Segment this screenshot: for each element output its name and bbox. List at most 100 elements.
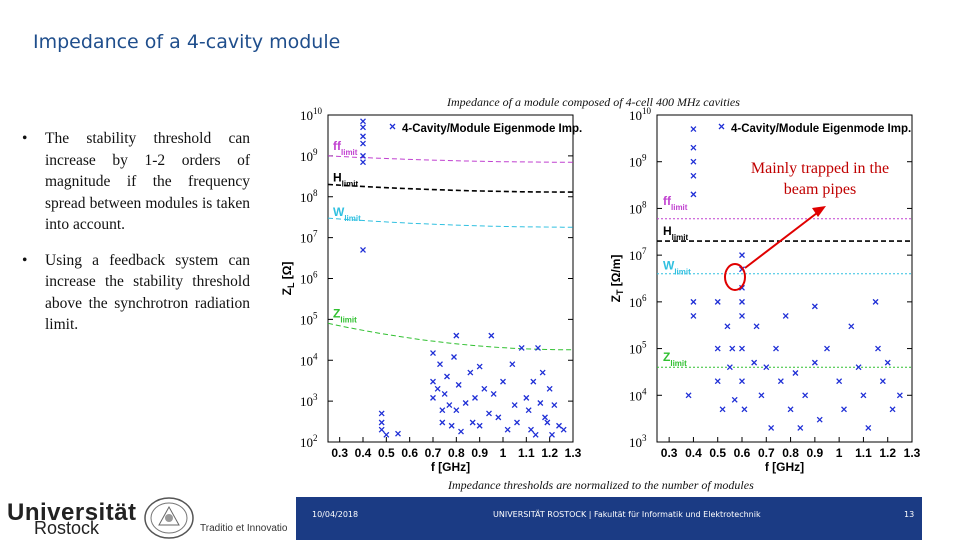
data-point bbox=[544, 419, 551, 426]
bullet-list: • The stability threshold can increase b… bbox=[22, 128, 250, 350]
data-point bbox=[437, 361, 443, 368]
data-point bbox=[884, 359, 891, 366]
data-point bbox=[458, 428, 464, 435]
data-point bbox=[525, 407, 532, 414]
data-point bbox=[439, 407, 446, 414]
data-point bbox=[532, 431, 539, 438]
data-point bbox=[739, 312, 745, 319]
data-point bbox=[714, 345, 721, 352]
data-point bbox=[739, 345, 745, 352]
data-point bbox=[360, 152, 366, 159]
y-tick-label: 108 bbox=[629, 199, 647, 216]
data-point bbox=[773, 345, 779, 352]
data-point bbox=[763, 364, 770, 371]
y-tick-label: 1010 bbox=[300, 106, 323, 123]
data-point bbox=[535, 344, 541, 351]
x-tick-label: 0.7 bbox=[425, 446, 442, 460]
data-point bbox=[782, 312, 789, 319]
x-tick-label: 1.2 bbox=[879, 446, 896, 460]
data-point bbox=[490, 390, 497, 397]
y-tick-label: 105 bbox=[300, 310, 318, 327]
data-point bbox=[383, 431, 390, 438]
data-point bbox=[855, 364, 862, 371]
legend-marker bbox=[718, 123, 725, 130]
data-point bbox=[836, 378, 843, 385]
data-point bbox=[811, 359, 818, 366]
bullet-item: • The stability threshold can increase b… bbox=[22, 128, 250, 236]
data-point bbox=[537, 400, 544, 406]
y-tick-label: 107 bbox=[300, 229, 318, 246]
y-tick-label: 1010 bbox=[629, 106, 652, 123]
threshold-label-ff: fflimit bbox=[333, 139, 358, 157]
footer-date: 10/04/2018 bbox=[312, 510, 359, 519]
data-point bbox=[360, 246, 366, 253]
data-point bbox=[792, 370, 799, 376]
data-point bbox=[690, 191, 697, 198]
data-point bbox=[430, 394, 436, 401]
data-point bbox=[860, 392, 867, 399]
y-tick-label: 106 bbox=[300, 270, 318, 287]
data-point bbox=[453, 407, 460, 414]
data-point bbox=[514, 419, 520, 426]
bullet-text: The stability threshold can increase by … bbox=[45, 130, 250, 233]
x-tick-label: 0.9 bbox=[807, 446, 824, 460]
data-point bbox=[495, 414, 502, 421]
data-point bbox=[539, 369, 546, 376]
page-title: Impedance of a 4-cavity module bbox=[33, 31, 341, 53]
data-point bbox=[872, 298, 879, 305]
x-tick-label: 1.3 bbox=[565, 446, 582, 460]
data-point bbox=[824, 345, 830, 352]
data-point bbox=[378, 426, 385, 433]
data-point bbox=[378, 410, 385, 417]
x-tick-label: 0.8 bbox=[782, 446, 799, 460]
data-point bbox=[462, 400, 469, 406]
data-point bbox=[560, 426, 567, 433]
x-tick-label: 0.5 bbox=[709, 446, 726, 460]
threshold-label-h: Hlimit bbox=[663, 224, 688, 242]
data-point bbox=[889, 406, 896, 413]
x-tick-label: 0.7 bbox=[758, 446, 775, 460]
data-point bbox=[455, 381, 462, 388]
data-point bbox=[787, 406, 794, 413]
data-point bbox=[360, 159, 366, 166]
bullet-text: Using a feedback system can increase the… bbox=[45, 251, 250, 334]
x-axis-label: f [GHz] bbox=[431, 460, 470, 474]
data-point bbox=[467, 369, 474, 376]
y-tick-label: 104 bbox=[300, 351, 318, 368]
data-point bbox=[865, 424, 872, 431]
x-tick-label: 0.4 bbox=[355, 446, 372, 460]
university-motto: Traditio et Innovatio bbox=[200, 523, 288, 534]
x-tick-label: 0.6 bbox=[734, 446, 751, 460]
page-number: 13 bbox=[904, 510, 915, 519]
legend-marker bbox=[389, 123, 396, 130]
y-tick-label: 109 bbox=[300, 147, 318, 164]
threshold-label-w: Wlimit bbox=[663, 259, 691, 277]
callout-arrowhead bbox=[812, 206, 826, 217]
y-axis-label: ZL [Ω] bbox=[280, 262, 296, 296]
x-tick-label: 0.9 bbox=[471, 446, 488, 460]
callout-arrow bbox=[744, 212, 818, 269]
data-point bbox=[476, 363, 483, 370]
data-point bbox=[469, 419, 476, 426]
data-point bbox=[453, 332, 460, 339]
y-tick-label: 107 bbox=[629, 246, 647, 263]
data-point bbox=[486, 410, 492, 417]
data-point bbox=[811, 303, 818, 310]
data-point bbox=[446, 402, 453, 409]
data-point bbox=[797, 424, 804, 431]
data-point bbox=[690, 298, 697, 305]
data-point bbox=[448, 422, 455, 429]
data-point bbox=[556, 422, 562, 429]
data-point bbox=[518, 344, 525, 351]
data-point bbox=[753, 323, 760, 330]
y-tick-label: 106 bbox=[629, 293, 647, 310]
data-point bbox=[739, 252, 745, 259]
data-point bbox=[500, 378, 506, 385]
threshold-label-h: Hlimit bbox=[333, 170, 358, 188]
data-point bbox=[378, 419, 385, 426]
data-point bbox=[360, 133, 366, 140]
threshold-label-ff: fflimit bbox=[663, 194, 688, 212]
data-point bbox=[879, 378, 886, 385]
